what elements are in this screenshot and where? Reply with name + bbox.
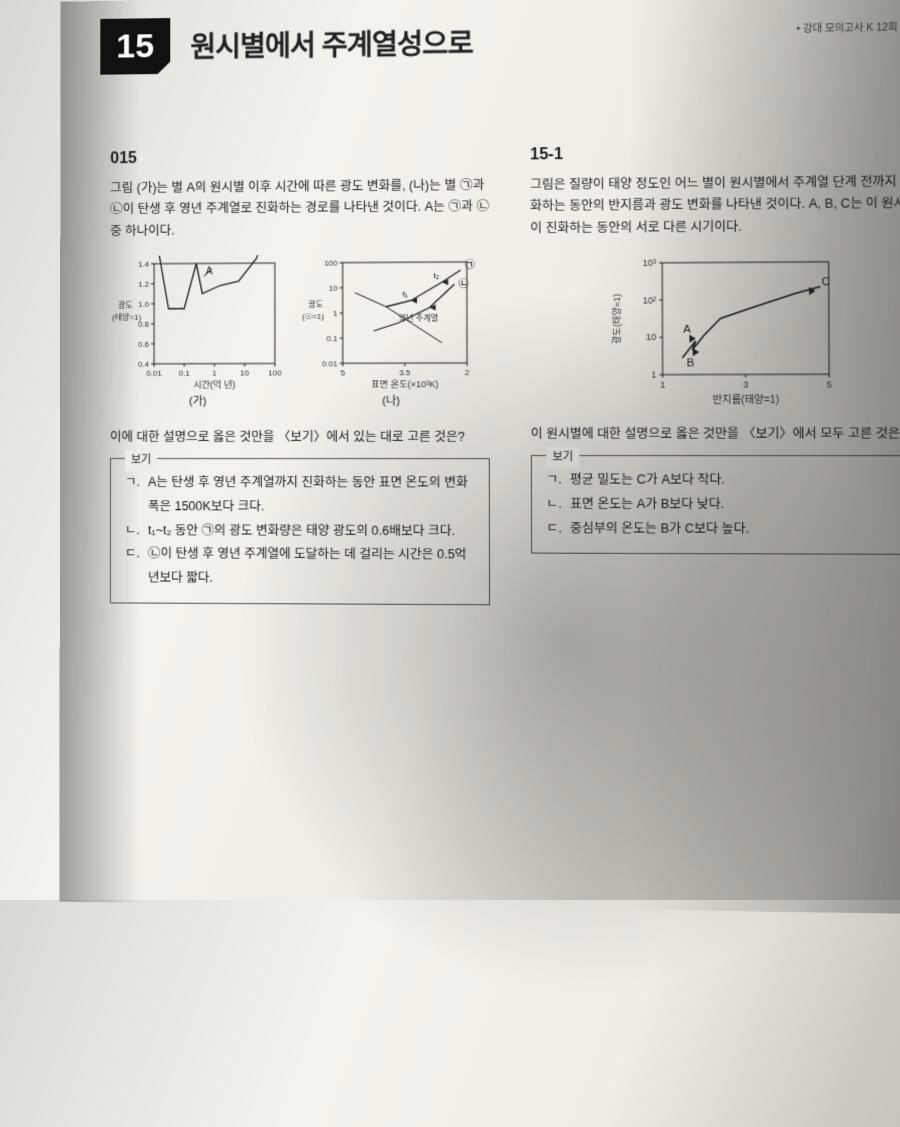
svg-text:1: 1 bbox=[651, 369, 656, 379]
bogi-item-marker: ㄴ. bbox=[546, 492, 561, 516]
bogi-item-text: t₁~t₂ 동안 ㉠의 광도 변화량은 태양 광도의 0.6배보다 크다. bbox=[148, 519, 455, 544]
question-number-015: 015 bbox=[110, 147, 489, 169]
question-prompt-15-1: 이 원시별에 대한 설명으로 옳은 것만을 〈보기〉에서 모두 고른 것은? bbox=[531, 423, 900, 445]
svg-text:1: 1 bbox=[333, 309, 338, 318]
bogi-label-015: 보기 bbox=[125, 450, 157, 471]
svg-text:1: 1 bbox=[660, 379, 665, 389]
left-column: 015 그림 (가)는 별 A의 원시별 이후 시간에 따른 광도 변화를, (… bbox=[110, 147, 490, 605]
bogi-item-text: 중심부의 온도는 B가 C보다 높다. bbox=[570, 517, 749, 542]
chapter-title: 원시별에서 주계열성으로 bbox=[190, 22, 472, 66]
bogi-item: ㄴ. 표면 온도는 A가 B보다 낮다. bbox=[546, 492, 900, 517]
bogi-item: ㄱ.A는 탄생 후 영년 주계열까지 진화하는 동안 표면 온도의 변화 폭은 … bbox=[125, 471, 475, 519]
svg-text:10: 10 bbox=[240, 368, 250, 377]
bogi-item-marker: ㄷ. bbox=[125, 542, 140, 590]
bogi-box-15-1: 보기 ㄱ.평균 밀도는 C가 A보다 작다.ㄴ.표면 온도는 A가 B보다 낮다… bbox=[531, 455, 900, 555]
svg-text:5: 5 bbox=[826, 379, 831, 389]
question-number-15-1: 15-1 bbox=[530, 143, 900, 165]
svg-text:(☉=1): (☉=1) bbox=[302, 312, 324, 321]
bogi-item-marker: ㄴ. bbox=[125, 519, 140, 543]
figure-row-015: 0.40.60.81.01.21.40.010.1110100A광도(태양=1)… bbox=[110, 253, 490, 408]
svg-text:0.1: 0.1 bbox=[326, 334, 338, 343]
chart-15-1: 1 10 10² 10³ 1 3 5 A B C 광도(태양=1) 반지름(태양=1) bbox=[605, 251, 845, 405]
figure-na-caption: (나) bbox=[302, 392, 480, 408]
question-body-015: 그림 (가)는 별 A의 원시별 이후 시간에 따른 광도 변화를, (나)는 … bbox=[110, 175, 489, 242]
figure-15-1: 1 10 10² 10³ 1 3 5 A B C 광도(태양=1) 반지름(태양=1) bbox=[605, 251, 845, 405]
figure-ga-caption: (가) bbox=[110, 392, 286, 408]
bogi-item-marker: ㄱ. bbox=[546, 468, 561, 492]
svg-text:t₂: t₂ bbox=[434, 271, 439, 280]
svg-text:시간(억 년): 시간(억 년) bbox=[193, 378, 235, 389]
svg-text:(태양=1): (태양=1) bbox=[112, 313, 142, 322]
bogi-item-text: 평균 밀도는 C가 A보다 작다. bbox=[570, 468, 725, 492]
svg-text:광도(태양=1): 광도(태양=1) bbox=[610, 294, 622, 344]
bogi-label-15-1: 보기 bbox=[546, 447, 579, 468]
bogi-item-text: 표면 온도는 A가 B보다 낮다. bbox=[570, 492, 724, 516]
svg-text:표면 온도(×10³K): 표면 온도(×10³K) bbox=[371, 379, 438, 389]
content-columns: 015 그림 (가)는 별 A의 원시별 이후 시간에 따른 광도 변화를, (… bbox=[110, 143, 900, 608]
svg-text:t₁: t₁ bbox=[403, 289, 408, 298]
svg-text:㉠: ㉠ bbox=[465, 259, 475, 271]
source-note: • 강대 모의고사 K 12회 bbox=[796, 18, 897, 35]
chapter-number-box: 15 bbox=[100, 18, 170, 75]
svg-text:A: A bbox=[683, 323, 691, 335]
svg-text:반지름(태양=1): 반지름(태양=1) bbox=[712, 393, 779, 405]
svg-text:0.01: 0.01 bbox=[322, 359, 338, 368]
bogi-item: ㄱ. 평균 밀도는 C가 A보다 작다. bbox=[546, 468, 900, 493]
svg-text:0.6: 0.6 bbox=[138, 340, 150, 349]
svg-text:100: 100 bbox=[268, 368, 282, 377]
svg-text:C: C bbox=[821, 275, 829, 287]
svg-text:㉡: ㉡ bbox=[458, 278, 468, 290]
svg-text:B: B bbox=[686, 357, 694, 369]
chart-na: 0.01 0.1 1 10 100 2 3.5 5 ㉠㉡ t₂ t₁ 영년 주계열 광도 (☉=1) 표면 … bbox=[302, 253, 480, 390]
svg-text:10³: 10³ bbox=[642, 257, 655, 267]
page-header: 15 원시별에서 주계열성으로 bbox=[100, 14, 472, 75]
svg-text:0.01: 0.01 bbox=[146, 369, 162, 378]
svg-text:1.4: 1.4 bbox=[138, 260, 150, 269]
svg-text:3.5: 3.5 bbox=[399, 368, 411, 377]
svg-text:10: 10 bbox=[645, 332, 655, 342]
svg-text:영년 주계열: 영년 주계열 bbox=[398, 312, 438, 322]
svg-text:3: 3 bbox=[743, 379, 748, 389]
figure-ga: 0.40.60.81.01.21.40.010.1110100A광도(태양=1)… bbox=[110, 255, 286, 409]
svg-text:10²: 10² bbox=[642, 295, 655, 305]
question-prompt-015: 이에 대한 설명으로 옳은 것만을 〈보기〉에서 있는 대로 고른 것은? bbox=[110, 426, 490, 448]
figure-na: 0.01 0.1 1 10 100 2 3.5 5 ㉠㉡ t₂ t₁ 영년 주계열 광도 (☉=1) 표면 … bbox=[302, 253, 480, 408]
svg-text:100: 100 bbox=[324, 258, 338, 267]
bogi-item: ㄷ. 중심부의 온도는 B가 C보다 높다. bbox=[546, 517, 900, 542]
svg-text:0.4: 0.4 bbox=[138, 360, 150, 369]
svg-text:5: 5 bbox=[340, 368, 345, 377]
svg-text:10: 10 bbox=[329, 284, 339, 293]
bogi-item-marker: ㄷ. bbox=[546, 517, 561, 541]
question-body-15-1: 그림은 질량이 태양 정도인 어느 별이 원시별에서 주계열 단계 전까지 진화… bbox=[530, 171, 900, 239]
chart-ga: 0.40.60.81.01.21.40.010.1110100A광도(태양=1)… bbox=[110, 255, 286, 391]
svg-text:1.2: 1.2 bbox=[138, 280, 150, 289]
bogi-item: ㄷ.㉡이 탄생 후 영년 주계열에 도달하는 데 걸리는 시간은 0.5억 년보… bbox=[125, 542, 475, 591]
svg-text:1: 1 bbox=[212, 368, 217, 377]
svg-text:광도: 광도 bbox=[308, 299, 323, 309]
page: 15 원시별에서 주계열성으로 • 강대 모의고사 K 12회 015 그림 (… bbox=[59, 0, 900, 914]
svg-text:2: 2 bbox=[465, 368, 470, 377]
svg-text:A: A bbox=[206, 266, 213, 277]
bogi-box-015: 보기 ㄱ.A는 탄생 후 영년 주계열까지 진화하는 동안 표면 온도의 변화 … bbox=[110, 458, 490, 605]
svg-text:광도: 광도 bbox=[118, 300, 133, 310]
bogi-item-text: A는 탄생 후 영년 주계열까지 진화하는 동안 표면 온도의 변화 폭은 15… bbox=[148, 471, 475, 519]
bogi-item: ㄴ. t₁~t₂ 동안 ㉠의 광도 변화량은 태양 광도의 0.6배보다 크다. bbox=[125, 519, 475, 544]
bogi-item-text: ㉡이 탄생 후 영년 주계열에 도달하는 데 걸리는 시간은 0.5억 년보다 … bbox=[148, 543, 475, 592]
right-column: 15-1 그림은 질량이 태양 정도인 어느 별이 원시별에서 주계열 단계 전… bbox=[530, 143, 900, 608]
svg-text:0.1: 0.1 bbox=[179, 368, 191, 377]
bogi-item-marker: ㄱ. bbox=[125, 471, 140, 519]
svg-text:1.0: 1.0 bbox=[138, 300, 150, 309]
figure-row-15-1: 1 10 10² 10³ 1 3 5 A B C 광도(태양=1) 반지름(태양=1) bbox=[530, 251, 900, 405]
